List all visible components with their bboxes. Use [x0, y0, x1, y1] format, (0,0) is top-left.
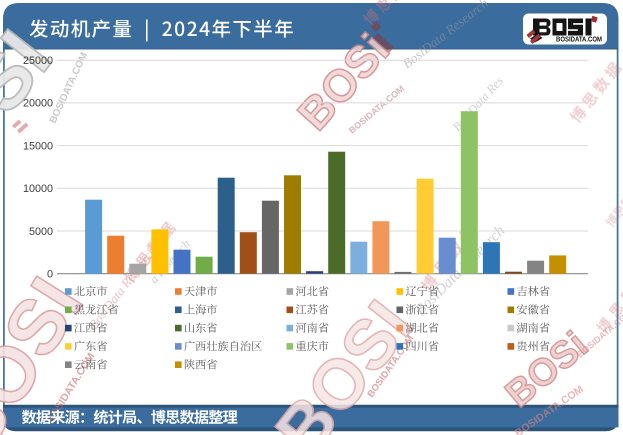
- svg-text:20000: 20000: [23, 98, 53, 110]
- svg-text:BOSi: BOSi: [498, 324, 596, 416]
- svg-text:BosiData Res: BosiData Res: [450, 74, 506, 134]
- svg-text:15000: 15000: [23, 140, 53, 152]
- svg-text:0: 0: [47, 269, 53, 281]
- svg-text:10000: 10000: [23, 183, 53, 195]
- svg-text:25000: 25000: [23, 55, 53, 67]
- svg-text:BOSIDATA.COM: BOSIDATA.COM: [556, 37, 602, 44]
- svg-text:5000: 5000: [29, 226, 53, 238]
